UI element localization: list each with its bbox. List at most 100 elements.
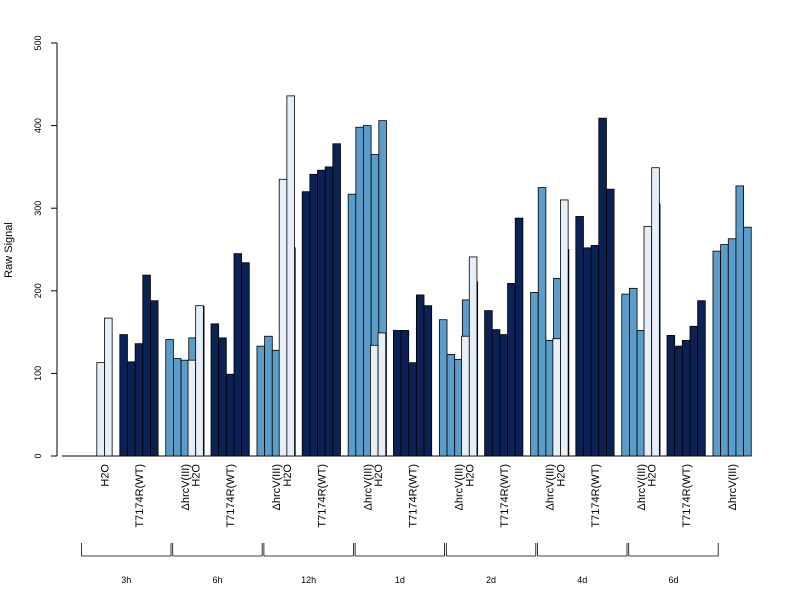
bar: [150, 300, 159, 457]
bar: [317, 169, 326, 457]
bar: [454, 358, 463, 457]
bar: [530, 292, 539, 457]
bar: [392, 330, 402, 457]
bar: [195, 305, 204, 457]
bar: [286, 95, 295, 457]
bar: [438, 319, 448, 457]
bar: [187, 359, 197, 457]
bar: [743, 226, 752, 457]
bar: [225, 373, 235, 457]
bar: [674, 345, 683, 457]
time-label: 3h: [121, 575, 131, 585]
bar: [363, 125, 372, 457]
time-label: 1d: [395, 575, 405, 585]
condition-label: ΔhrcV(III): [454, 464, 466, 510]
condition-label: T7174R(WT): [408, 464, 420, 528]
bar: [629, 287, 638, 457]
time-label: 12h: [301, 575, 316, 585]
bar: [545, 339, 554, 457]
bar: [173, 358, 182, 457]
y-tick-label: 400: [33, 118, 43, 133]
y-tick-label: 500: [33, 35, 43, 50]
bar: [119, 334, 128, 457]
bar: [127, 361, 136, 457]
bar: [514, 217, 524, 457]
bar: [408, 362, 417, 457]
time-label: 6d: [668, 575, 678, 585]
time-label: 2d: [486, 575, 496, 585]
bar: [651, 167, 660, 457]
bar: [606, 188, 615, 457]
bar: [720, 244, 729, 457]
bar: [142, 274, 151, 457]
bar: [332, 143, 341, 457]
bar: [697, 300, 706, 457]
condition-labels: H2O T7174R(WT) ΔhrcV(III)H2O T7174R(WT) Δhrc…: [99, 464, 739, 528]
condition-label: ΔhrcV(III): [545, 464, 557, 510]
bar: [468, 256, 478, 457]
condition-label: H2O: [99, 464, 111, 487]
condition-label: H2O: [373, 464, 385, 487]
time-brackets: 3h 6h 12h 1d 2d 4d 6d: [81, 543, 719, 585]
bar: [370, 344, 379, 457]
bar: [241, 262, 250, 457]
bar: [681, 339, 691, 457]
bar: [134, 343, 144, 457]
condition-label: T7174R(WT): [590, 464, 602, 528]
condition-label: T7174R(WT): [225, 464, 237, 528]
bar: [636, 330, 646, 457]
bar: [271, 349, 281, 457]
bar: [347, 193, 357, 457]
bar: [415, 294, 425, 457]
bar: [324, 166, 334, 457]
bar: [461, 335, 470, 457]
bar: [507, 282, 516, 457]
condition-label: H2O: [464, 464, 476, 487]
y-axis-label: Raw Signal: [3, 222, 15, 278]
bar: [218, 337, 227, 457]
bar: [537, 187, 547, 457]
condition-label: T7174R(WT): [134, 464, 146, 528]
condition-label: ΔhrcV(III): [271, 464, 283, 510]
y-axis: 0 100 200 300 400 500 Raw Signal: [3, 35, 58, 459]
bar: [104, 317, 113, 457]
condition-label: T7174R(WT): [316, 464, 328, 528]
bar: [560, 199, 569, 457]
bar: [446, 354, 456, 457]
bar: [180, 359, 190, 457]
bar: [666, 335, 676, 457]
condition-label: H2O: [191, 464, 203, 487]
condition-label: ΔhrcV(III): [180, 464, 192, 510]
bar: [643, 225, 653, 457]
condition-label: ΔhrcV(III): [362, 464, 374, 510]
y-tick-label: 0: [33, 453, 43, 458]
bar: [264, 335, 273, 457]
bar: [689, 325, 699, 457]
bar: [727, 238, 737, 457]
y-tick-label: 200: [33, 283, 43, 298]
bar: [355, 126, 364, 457]
condition-label: H2O: [555, 464, 567, 487]
bar: [210, 323, 220, 457]
bar: [598, 117, 607, 457]
bar: [491, 329, 501, 457]
condition-label: T7174R(WT): [499, 464, 511, 528]
bar: [301, 191, 311, 457]
bar: [735, 185, 745, 457]
y-tick-label: 100: [33, 366, 43, 381]
bar: [423, 305, 433, 457]
time-label: 6h: [212, 575, 222, 585]
bar: [165, 339, 174, 457]
bar: [96, 362, 105, 457]
bar: [712, 250, 722, 457]
bar: [377, 332, 387, 457]
y-tick-label: 300: [33, 201, 43, 216]
bar: [233, 253, 243, 457]
bar: [256, 345, 266, 457]
condition-label: ΔhrcV(III): [727, 464, 739, 510]
bar: [583, 247, 592, 457]
bar: [400, 330, 410, 457]
condition-label: H2O: [647, 464, 659, 487]
bar: [552, 338, 561, 457]
